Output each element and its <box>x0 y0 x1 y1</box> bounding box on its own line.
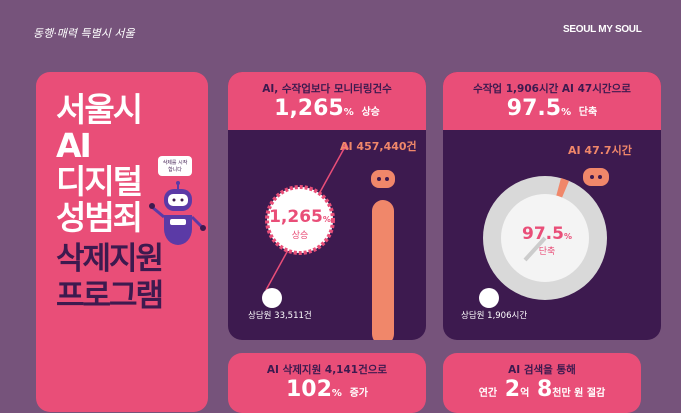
hero-panel: 서울시 AI 디지털 성범죄 삭제지원 프로그램 삭제를 시작합니다 <box>36 72 208 412</box>
slogan-logo: 동행·매력 특별시 서울 <box>33 27 135 40</box>
badge-value: 1,265 <box>269 207 323 227</box>
speech-bubble: 삭제를 시작합니다 <box>158 156 192 176</box>
card-unit: % <box>561 107 572 118</box>
deletion-card: AI 삭제지원 4,141건으로 102% 증가 <box>228 353 426 413</box>
title-line: 디지털 <box>56 162 143 201</box>
ai-bar <box>372 200 394 340</box>
ai-label: AI 47.7시간 <box>568 144 632 157</box>
title-line: 프로그램 <box>56 278 164 314</box>
card-unit: % <box>331 388 342 399</box>
percent-badge <box>265 185 335 255</box>
title-line: 성범죄 <box>56 198 143 237</box>
title-line: 서울시 <box>56 90 143 129</box>
time-card: 수작업 1,906시간 AI 47시간으로 97.5% 단축 97.5% 단축 … <box>443 72 661 340</box>
center-unit: % <box>563 232 572 241</box>
card-subtitle: AI 삭제지원 4,141건으로 <box>266 364 388 376</box>
card-value: 102 <box>285 377 332 402</box>
card-value: 97.5 <box>506 96 562 121</box>
counselor-label: 상담원 1,906시간 <box>461 311 528 321</box>
savings-card: AI 검색을 통해 연간 2억 8천만 원 절감 <box>443 353 641 413</box>
badge-unit: % <box>322 215 331 224</box>
card-subtitle: AI, 수작업보다 모니터링건수 <box>262 83 392 95</box>
card-prefix: 연간 <box>478 388 498 399</box>
counselor-label: 상담원 33,511건 <box>248 311 312 321</box>
card-subtitle: 수작업 1,906시간 AI 47시간으로 <box>473 83 631 95</box>
card-suffix: 상승 <box>361 107 380 118</box>
seoul-my-soul-logo: SEOUL MY SOUL <box>563 24 642 35</box>
card-suffix: 단축 <box>578 107 598 118</box>
monitoring-graphic <box>262 142 395 340</box>
robot-head-icon <box>583 168 609 186</box>
card-unit: 억 <box>520 388 530 399</box>
counselor-icon <box>262 288 282 308</box>
card-suffix: 증가 <box>349 388 369 399</box>
counselor-icon <box>479 288 499 308</box>
ai-label: AI 457,440건 <box>340 140 417 153</box>
card-value: 2 <box>504 377 521 402</box>
card-value: 1,265 <box>274 96 344 121</box>
robot-mascot-icon <box>149 181 206 245</box>
clock-graphic <box>479 168 609 308</box>
center-suffix: 단축 <box>538 247 556 257</box>
card-unit: 천만 원 절감 <box>552 388 606 399</box>
monitoring-card: AI, 수작업보다 모니터링건수 1,265% 상승 1,265% 상승 AI … <box>228 72 426 340</box>
badge-suffix: 상승 <box>291 231 309 241</box>
title-line: AI <box>56 126 92 165</box>
card-value: 8 <box>536 377 553 402</box>
center-value: 97.5 <box>522 224 564 244</box>
robot-head-icon <box>371 170 395 188</box>
title-line: 삭제지원 <box>56 241 164 277</box>
card-unit: % <box>343 107 354 118</box>
card-subtitle: AI 검색을 통해 <box>508 364 576 376</box>
